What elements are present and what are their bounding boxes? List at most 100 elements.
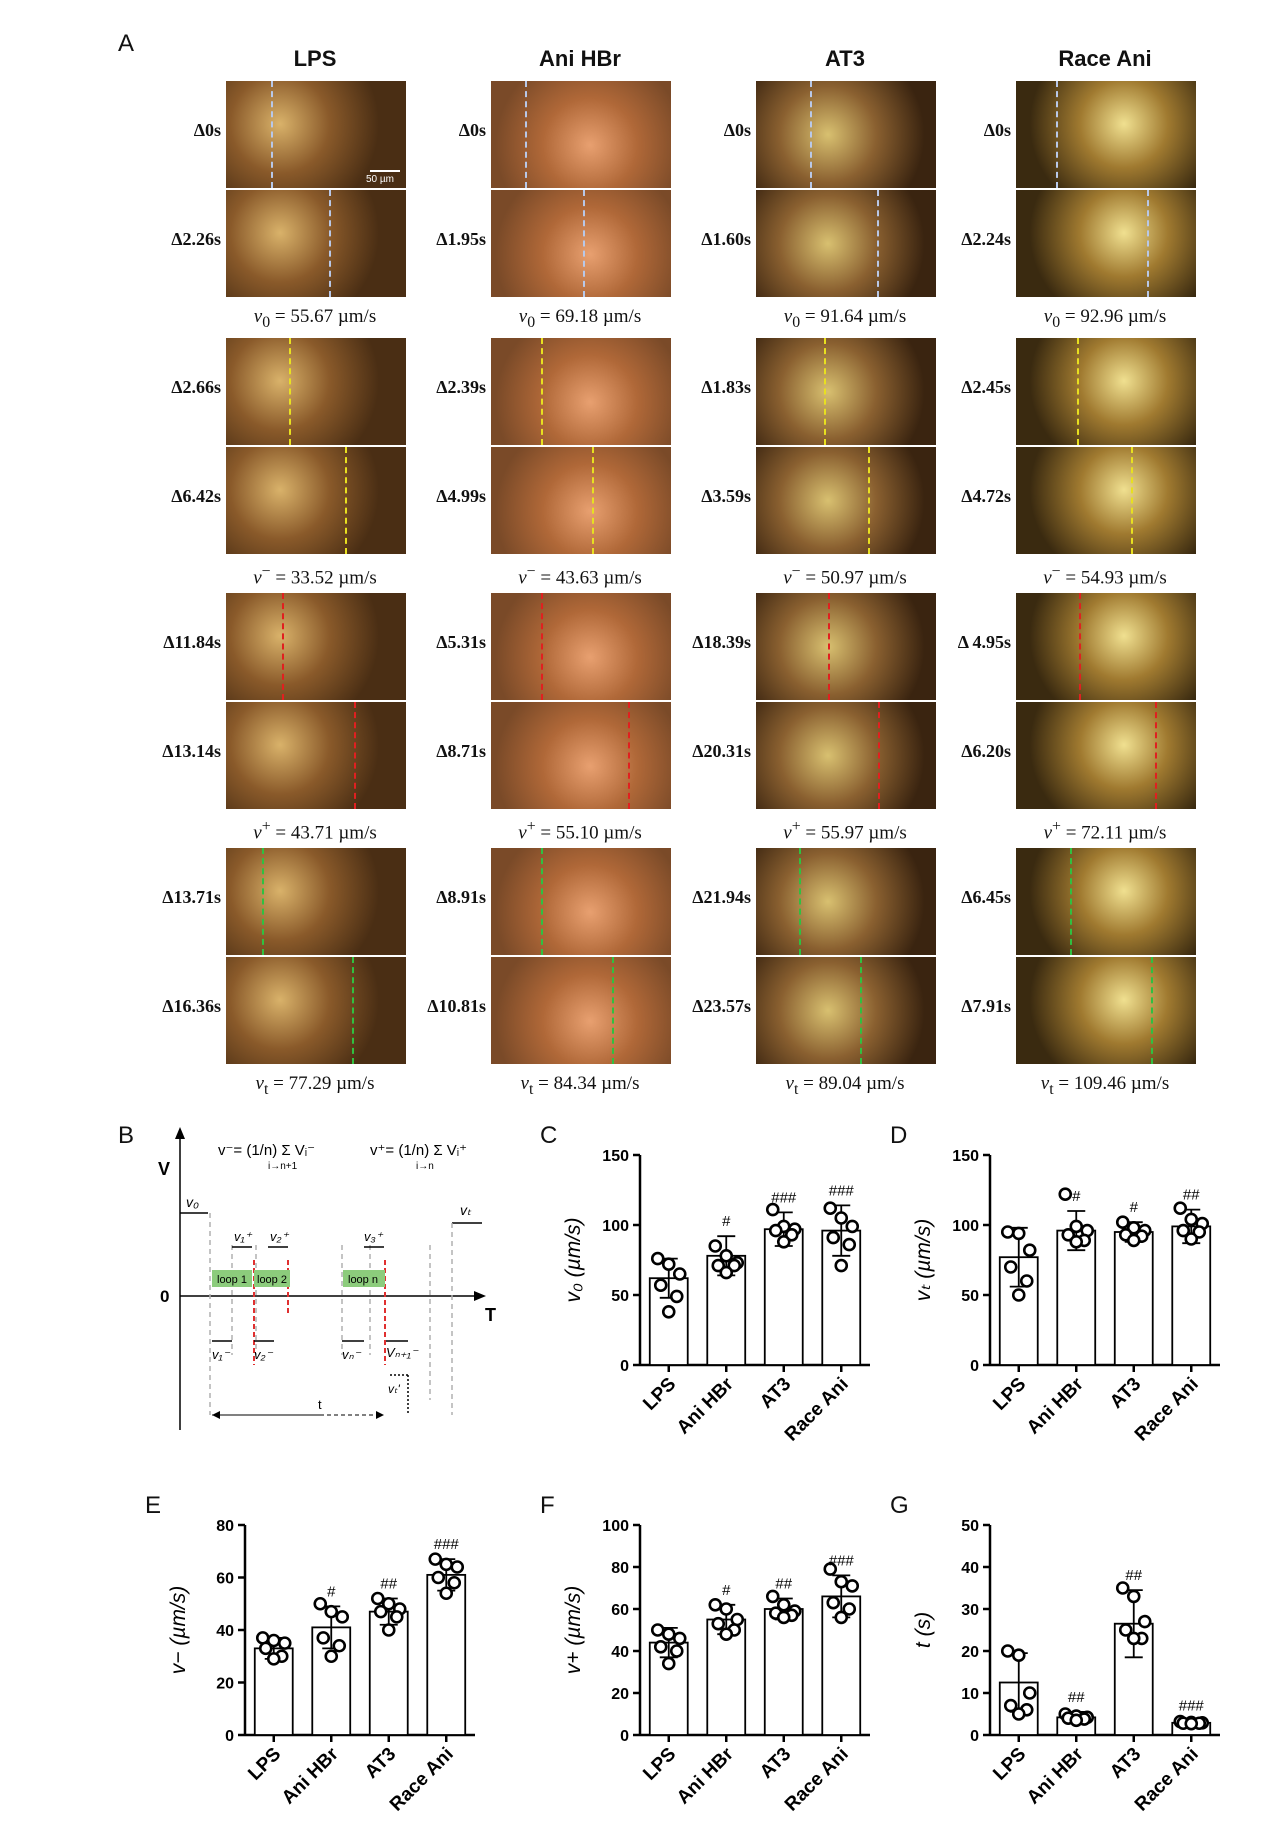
tracking-line [867,447,870,554]
bar-AT3 [763,1608,804,1736]
bar-Race Ani [426,1573,467,1736]
y-tick-label: 60 [611,1602,629,1619]
data-point [823,1201,838,1215]
time-label: Δ0s [983,119,1011,140]
x-tick-label: Race Ani [781,1374,853,1446]
data-point [768,1223,783,1238]
y-tick-label: 150 [602,1148,629,1165]
data-point [1184,1716,1199,1731]
micrograph-0-7 [225,956,407,1065]
data-point [1126,1631,1141,1646]
data-point [381,1623,396,1637]
micrograph-2-1 [755,189,937,298]
time-label: Δ23.57s [692,995,751,1016]
label-vn-minus: vₙ⁻ [342,1347,362,1362]
data-point [266,1652,281,1666]
time-label: Δ13.71s [162,886,221,907]
data-point [834,1574,849,1589]
data-point [1011,1648,1026,1662]
origin-label: 0 [160,1287,169,1306]
x-tick-label: AT3 [1106,1744,1145,1783]
y-tick-label: 40 [216,1623,234,1640]
time-label: Δ16.36s [162,995,221,1016]
time-label: Δ2.26s [171,228,221,249]
data-point [1011,1288,1026,1302]
time-label: Δ6.20s [961,740,1011,761]
data-point [277,1636,292,1650]
tracking-line [627,702,630,809]
y-axis-label: vₜ (µm/s) [912,1219,935,1301]
data-point [842,1602,857,1616]
data-point [776,1235,791,1249]
tracking-line [344,447,347,554]
data-point [765,1589,780,1604]
data-point [370,1591,385,1606]
significance-label: ## [775,1576,792,1593]
time-label: Δ2.39s [436,376,486,397]
x-tick-label: Race Ani [386,1744,458,1816]
data-point [672,1267,687,1281]
data-point [719,1265,734,1280]
data-point [661,1257,676,1271]
tracking-line [541,593,544,700]
formula-v-minus: v⁻= (1/n) Σ Vᵢ⁻ [218,1142,315,1159]
data-point [834,1258,849,1273]
micrograph-2-2 [755,337,937,446]
label-v1-minus: v₁⁻ [212,1347,231,1362]
label-v1-plus: v₁⁺ [234,1229,253,1244]
micrograph-1-6 [490,847,672,956]
data-point [1069,1219,1084,1234]
micrograph-1-1 [490,189,672,298]
y-tick-label: 0 [620,1728,629,1745]
panel-b-letter: B [118,1122,135,1149]
chart-C: 0 50 100 150 v₀ (µm/s) LPS # Ani HBr ### AT3 ### Ra… [562,1148,870,1446]
velocity-label: v+ = 55.97 µm/s [783,818,907,844]
x-tick-label: Ani HBr [673,1373,738,1438]
y-tick-label: 80 [216,1518,234,1535]
time-label: Δ1.95s [436,228,486,249]
data-point [776,1598,791,1612]
tracking-line [1151,957,1153,1064]
data-point [708,1598,723,1612]
micrograph-2-5 [755,701,937,810]
y-tick-label: 10 [961,1686,979,1703]
time-label: Δ8.71s [436,740,486,761]
data-point [826,1230,841,1245]
micrograph-3-1 [1015,189,1197,298]
significance-label: # [722,1213,731,1230]
data-point [719,1627,734,1641]
time-label: Δ3.59s [701,485,751,506]
micrograph-3-4 [1015,592,1197,701]
micrograph-0-6 [225,847,407,956]
x-tick-label: Race Ani [1131,1374,1203,1446]
data-point [669,1289,684,1304]
data-point [1000,1225,1015,1239]
time-label: Δ18.39s [692,631,751,652]
data-point [834,1211,849,1225]
data-point [823,1562,838,1576]
x-tick-label: AT3 [1106,1374,1145,1413]
data-point [719,1249,734,1263]
panel-b-schematic: V T 0 v⁻= (1/n) Σ Vᵢ⁻ i→n+1 v⁺= (1/n) Σ … [158,1127,496,1430]
data-point [1126,1233,1141,1248]
tracking-line [353,702,356,809]
chart-F: 0 20 40 60 80 100 v+ (µm/s) LPS # Ani HBr ## AT3 ###… [562,1518,870,1816]
significance-label: # [722,1582,731,1599]
time-label: Δ1.60s [701,228,751,249]
velocity-label: v− = 43.63 µm/s [518,563,642,589]
micrograph-0-3 [225,446,407,555]
loop-1-label: loop 1 [217,1274,247,1286]
micrograph-0-1 [225,189,407,298]
data-point [672,1631,687,1646]
data-point [1115,1215,1130,1229]
y-tick-label: 20 [216,1676,234,1693]
column-title-3: Race Ani [1058,46,1152,71]
y-tick-label: 0 [970,1358,979,1375]
data-point [1003,1698,1018,1713]
data-point [826,1595,841,1610]
y-tick-label: 50 [961,1288,979,1305]
time-label: Δ2.24s [961,228,1011,249]
time-label: Δ0s [458,119,486,140]
tracking-line [262,848,264,955]
significance-label: ## [1183,1187,1200,1204]
